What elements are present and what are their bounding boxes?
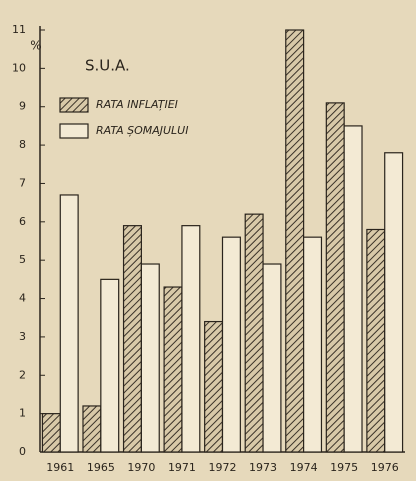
y-tick-label: 1 [19, 407, 26, 420]
x-tick-label: 1961 [46, 461, 74, 474]
bar [384, 152, 404, 453]
bar [343, 125, 363, 453]
bar [244, 213, 264, 453]
y-tick-label: 8 [19, 138, 26, 151]
x-tick-label: 1965 [87, 461, 115, 474]
y-tick-label: 0 [19, 445, 26, 458]
y-tick-label: 7 [19, 176, 26, 189]
x-tick-label: 1973 [249, 461, 277, 474]
y-tick-label: 10 [12, 61, 26, 74]
bar [59, 194, 79, 453]
bar [303, 236, 323, 453]
x-tick-label: 1974 [290, 461, 318, 474]
bar [163, 286, 183, 453]
bar [262, 263, 282, 453]
y-tick-label: 4 [19, 292, 26, 305]
x-tick-label: 1975 [330, 461, 358, 474]
y-tick-label: 9 [19, 100, 26, 113]
bar [140, 263, 160, 453]
x-tick-label: 1971 [168, 461, 196, 474]
bar [366, 228, 386, 453]
y-tick-label: 3 [19, 330, 26, 343]
bar [181, 225, 201, 453]
bar [82, 405, 102, 453]
bar [122, 225, 142, 453]
y-axis-label: % [30, 39, 41, 53]
y-tick-label: 11 [12, 23, 26, 36]
x-tick-label: 1970 [127, 461, 155, 474]
y-tick-label: 5 [19, 253, 26, 266]
legend-swatch [59, 97, 89, 113]
bar [325, 102, 345, 453]
bar [204, 320, 224, 453]
legend-label: RATA ȘOMAJULUI [96, 124, 188, 137]
y-tick-label: 6 [19, 215, 26, 228]
x-tick-label: 1976 [371, 461, 399, 474]
chart-title: S.U.A. [85, 57, 130, 75]
bar [100, 278, 120, 453]
x-tick-label: 1972 [209, 461, 237, 474]
y-tick-label: 2 [19, 368, 26, 381]
bar [285, 29, 305, 453]
bar [221, 236, 241, 453]
legend-swatch [59, 123, 89, 139]
bar [41, 413, 61, 453]
legend-label: RATA INFLAȚIEI [96, 98, 178, 111]
